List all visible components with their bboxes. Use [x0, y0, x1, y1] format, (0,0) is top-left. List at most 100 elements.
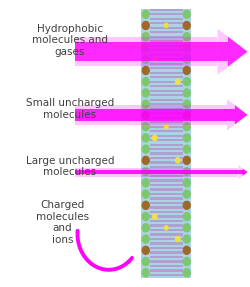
- Bar: [150, 256, 183, 258]
- Circle shape: [142, 100, 149, 108]
- Bar: [150, 267, 183, 269]
- Circle shape: [142, 179, 149, 187]
- Bar: [150, 274, 183, 276]
- Circle shape: [152, 214, 157, 219]
- Bar: [150, 47, 183, 49]
- Text: Small uncharged
molecules: Small uncharged molecules: [26, 98, 114, 120]
- FancyArrow shape: [228, 37, 248, 67]
- Bar: [75, 37, 218, 66]
- Circle shape: [142, 190, 149, 198]
- Bar: [150, 83, 183, 85]
- Bar: [150, 65, 183, 67]
- Bar: [150, 15, 183, 18]
- Circle shape: [183, 213, 190, 221]
- Circle shape: [183, 246, 190, 254]
- Bar: [150, 67, 183, 69]
- Bar: [150, 96, 183, 98]
- Circle shape: [183, 33, 190, 41]
- Bar: [150, 132, 183, 135]
- Bar: [150, 11, 183, 13]
- Bar: [150, 236, 183, 238]
- Bar: [150, 166, 183, 168]
- Circle shape: [183, 145, 190, 153]
- Circle shape: [164, 125, 168, 129]
- Bar: [150, 276, 183, 278]
- Bar: [150, 191, 183, 193]
- Bar: [150, 260, 183, 263]
- Bar: [150, 63, 183, 65]
- Bar: [150, 54, 183, 56]
- Circle shape: [142, 44, 149, 52]
- Bar: [150, 170, 183, 173]
- Bar: [150, 254, 183, 256]
- Bar: [150, 36, 183, 38]
- Circle shape: [142, 224, 149, 232]
- Bar: [150, 265, 183, 267]
- Bar: [150, 251, 183, 254]
- Bar: [75, 109, 235, 121]
- Circle shape: [142, 213, 149, 221]
- Bar: [150, 144, 183, 146]
- Bar: [150, 245, 183, 247]
- Bar: [150, 139, 183, 141]
- Circle shape: [142, 66, 149, 74]
- FancyArrow shape: [235, 105, 248, 125]
- Bar: [150, 42, 183, 44]
- Bar: [150, 125, 183, 128]
- Bar: [150, 173, 183, 175]
- Bar: [150, 231, 183, 233]
- Bar: [150, 209, 183, 211]
- Text: Large uncharged
molecules: Large uncharged molecules: [26, 156, 114, 177]
- Circle shape: [183, 123, 190, 131]
- Circle shape: [152, 135, 157, 141]
- Bar: [150, 94, 183, 96]
- Bar: [150, 157, 183, 159]
- Circle shape: [176, 236, 180, 242]
- Circle shape: [142, 201, 149, 209]
- Circle shape: [183, 134, 190, 142]
- Bar: [150, 51, 183, 54]
- Circle shape: [183, 55, 190, 63]
- Bar: [150, 114, 183, 117]
- Circle shape: [183, 66, 190, 74]
- Circle shape: [183, 111, 190, 119]
- Circle shape: [183, 22, 190, 30]
- Circle shape: [183, 156, 190, 164]
- Circle shape: [142, 78, 149, 86]
- Circle shape: [142, 269, 149, 277]
- Bar: [150, 182, 183, 184]
- Circle shape: [142, 123, 149, 131]
- FancyArrow shape: [218, 29, 248, 75]
- Bar: [150, 263, 183, 265]
- Circle shape: [142, 33, 149, 41]
- Bar: [150, 137, 183, 139]
- Circle shape: [142, 55, 149, 63]
- Bar: [150, 18, 183, 20]
- Bar: [150, 213, 183, 216]
- Bar: [150, 195, 183, 197]
- Bar: [150, 58, 183, 60]
- Circle shape: [164, 226, 168, 230]
- Circle shape: [164, 24, 168, 28]
- Bar: [150, 269, 183, 272]
- Bar: [150, 76, 183, 78]
- Bar: [150, 272, 183, 274]
- Bar: [150, 24, 183, 27]
- Bar: [150, 175, 183, 177]
- Bar: [150, 159, 183, 162]
- Bar: [150, 135, 183, 137]
- Circle shape: [183, 257, 190, 265]
- Circle shape: [142, 134, 149, 142]
- Bar: [75, 42, 228, 61]
- Bar: [150, 164, 183, 166]
- Bar: [150, 110, 183, 112]
- Bar: [150, 22, 183, 24]
- Text: Hydrophobic
molecules and
gases: Hydrophobic molecules and gases: [32, 24, 108, 57]
- Circle shape: [183, 179, 190, 187]
- Bar: [150, 13, 183, 15]
- Bar: [150, 238, 183, 240]
- Bar: [150, 103, 183, 105]
- Bar: [75, 170, 243, 174]
- Bar: [150, 258, 183, 260]
- Bar: [150, 229, 183, 231]
